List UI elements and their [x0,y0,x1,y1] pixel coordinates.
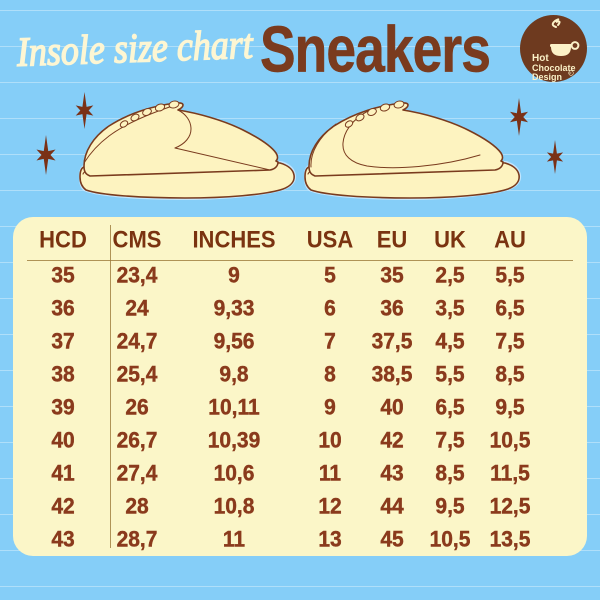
svg-text:Design: Design [532,72,562,82]
